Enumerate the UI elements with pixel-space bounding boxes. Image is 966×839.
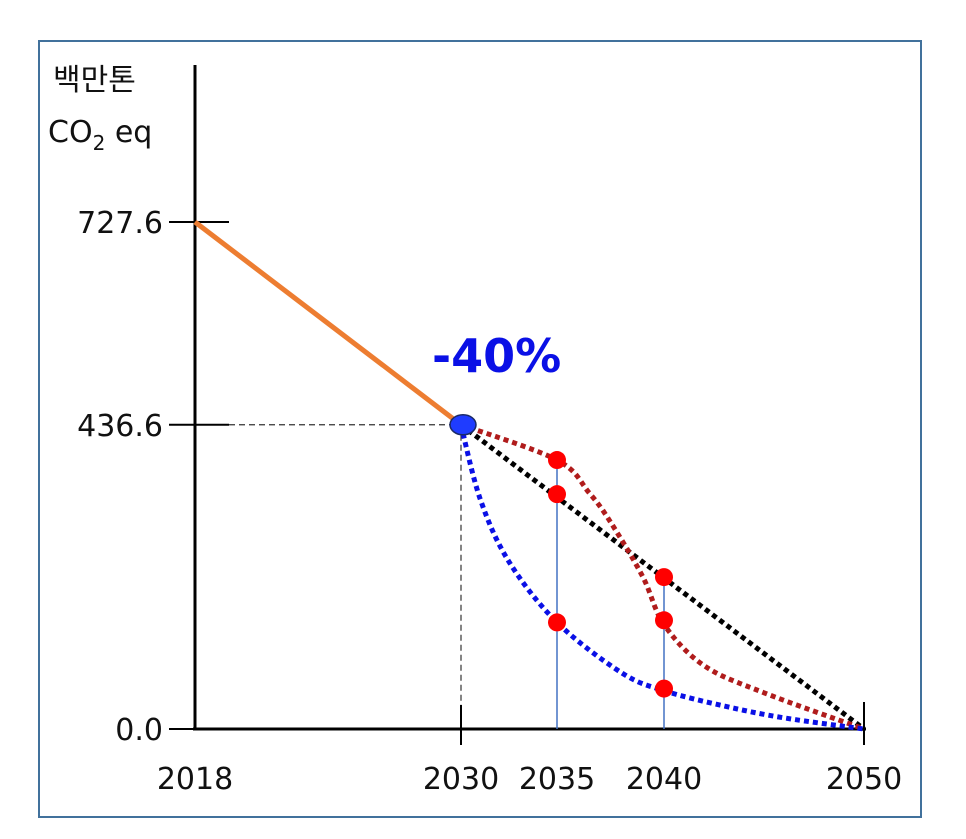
co2-subscript: 2 (93, 131, 106, 155)
y-unit-label: 백만톤 (53, 63, 136, 98)
marker-2030 (449, 414, 477, 436)
y-tick-label-1: 436.6 (77, 409, 163, 444)
x-tick-label-2: 2035 (519, 762, 595, 797)
x-tick-label-4: 2050 (826, 762, 902, 797)
series-line-3 (458, 424, 865, 732)
axes (169, 65, 866, 745)
x-tick-label-3: 2040 (626, 762, 702, 797)
y-unit-label-co2: CO2 eq (48, 115, 152, 155)
marker-2040-5 (655, 611, 673, 630)
marker-2035-2 (548, 485, 566, 504)
marker-2040-6 (655, 679, 673, 698)
co2-tail: eq (105, 115, 152, 150)
marker-2035-1 (548, 451, 566, 470)
marker-2040-4 (655, 568, 673, 587)
series-line-0 (193, 220, 463, 427)
x-tick-label-0: 2018 (157, 762, 233, 797)
marker-2035-3 (548, 613, 566, 632)
reduction-annotation: -40% (432, 329, 561, 383)
x-tick-label-1: 2030 (423, 762, 499, 797)
y-tick-label-2: 0.0 (115, 713, 163, 748)
co2-main: CO (48, 115, 93, 150)
y-tick-label-0: 727.6 (77, 206, 163, 241)
